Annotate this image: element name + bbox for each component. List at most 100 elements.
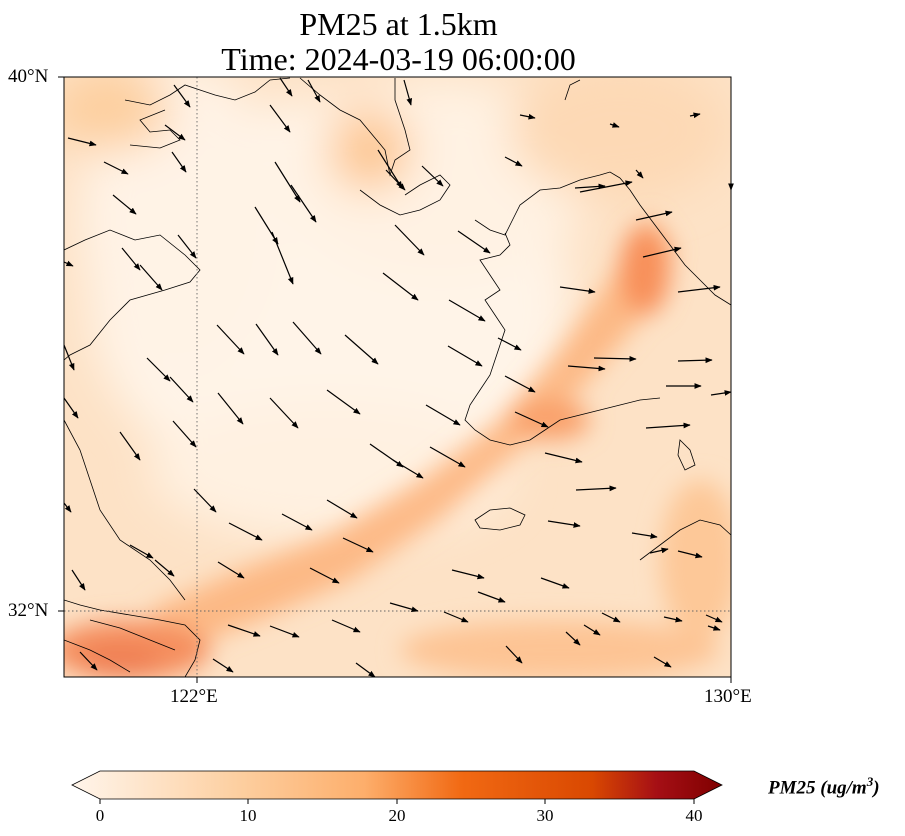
wind-arrow bbox=[653, 656, 672, 668]
axis-ticks bbox=[58, 76, 732, 683]
wind-arrow bbox=[326, 499, 358, 519]
wind-arrow bbox=[689, 112, 701, 119]
wind-arrow bbox=[193, 488, 217, 513]
wind-arrow bbox=[382, 272, 419, 301]
wind-arrow bbox=[707, 625, 721, 631]
wind-arrow bbox=[173, 84, 191, 108]
colorbar-label: PM25 (ug/m3) bbox=[768, 774, 880, 799]
wind-arrow bbox=[169, 376, 194, 403]
wind-arrow bbox=[447, 345, 483, 367]
wind-arrow bbox=[559, 286, 596, 294]
wind-arrow bbox=[677, 357, 713, 364]
wind-arrow bbox=[677, 284, 721, 293]
wind-arrow bbox=[269, 625, 300, 638]
wind-arrow bbox=[112, 194, 137, 215]
colorbar-tick-0: 0 bbox=[95, 806, 105, 825]
wind-arrow bbox=[269, 104, 291, 133]
wind-arrow bbox=[326, 389, 361, 415]
wind-arrow bbox=[477, 591, 506, 603]
wind-arrow bbox=[281, 513, 313, 531]
wind-arrow bbox=[172, 420, 197, 448]
wind-arrow bbox=[519, 113, 536, 120]
wind-arrow bbox=[177, 234, 197, 259]
wind-arrow bbox=[217, 392, 244, 425]
wind-arrow bbox=[164, 124, 186, 141]
wind-arrow bbox=[635, 169, 644, 179]
map-frame bbox=[63, 76, 732, 678]
wind-arrow bbox=[79, 651, 98, 671]
y-tick-label-40n: 40°N bbox=[8, 66, 49, 87]
wind-arrow bbox=[212, 658, 234, 673]
wind-arrow bbox=[457, 230, 491, 254]
wind-arrow bbox=[421, 165, 444, 187]
colorbar-tick-30: 30 bbox=[536, 806, 554, 825]
wind-arrow bbox=[63, 260, 74, 267]
colorbar-tick-20: 20 bbox=[388, 806, 406, 825]
wind-arrow bbox=[344, 334, 379, 365]
map-title-line-2: Time: 2024-03-19 06:00:00 bbox=[221, 41, 576, 77]
wind-arrow bbox=[635, 210, 673, 221]
wind-arrow bbox=[228, 522, 263, 541]
colorbar-tick-10: 10 bbox=[239, 806, 257, 825]
colorbar-label-sup: 3 bbox=[866, 774, 874, 789]
wind-arrow bbox=[255, 323, 279, 356]
wind-arrow bbox=[609, 122, 620, 128]
wind-arrow bbox=[544, 452, 583, 464]
wind-arrow bbox=[504, 375, 536, 393]
wind-arrow bbox=[497, 337, 522, 351]
wind-arrow bbox=[146, 357, 171, 382]
wind-arrow bbox=[355, 662, 376, 678]
wind-arrow bbox=[279, 77, 293, 97]
wind-arrow bbox=[139, 264, 163, 291]
wind-arrow bbox=[631, 532, 658, 539]
wind-arrow bbox=[269, 397, 299, 429]
wind-arrow bbox=[649, 547, 669, 554]
wind-arrow bbox=[290, 184, 317, 223]
wind-arrow bbox=[103, 161, 129, 175]
wind-arrow bbox=[540, 577, 570, 589]
coastlines bbox=[64, 77, 731, 677]
wind-arrow bbox=[171, 151, 187, 173]
wind-arrow bbox=[63, 397, 79, 419]
pm25-field bbox=[64, 77, 731, 677]
colorbar-label-end: ) bbox=[873, 777, 880, 799]
x-tick-label-122e: 122°E bbox=[170, 686, 218, 707]
wind-vectors bbox=[63, 77, 734, 678]
wind-arrow bbox=[71, 569, 86, 591]
wind-arrow bbox=[394, 224, 425, 256]
wind-arrow bbox=[443, 611, 469, 623]
wind-arrow bbox=[129, 544, 154, 559]
wind-arrow bbox=[67, 137, 97, 147]
wind-arrow bbox=[403, 79, 413, 106]
wind-arrow bbox=[119, 431, 141, 461]
wind-arrow bbox=[216, 324, 245, 355]
wind-arrow bbox=[705, 614, 723, 623]
wind-arrow bbox=[575, 485, 617, 492]
wind-arrow bbox=[217, 561, 245, 579]
gridlines bbox=[64, 77, 731, 677]
wind-arrow bbox=[505, 645, 523, 664]
colorbar-tick-40: 40 bbox=[685, 806, 703, 825]
wind-arrow bbox=[565, 631, 581, 646]
wind-arrow bbox=[425, 404, 461, 426]
wind-arrow bbox=[429, 446, 466, 468]
wind-arrow bbox=[579, 180, 633, 193]
wind-arrow bbox=[385, 169, 406, 191]
wind-arrow bbox=[663, 616, 683, 623]
colorbar-label-main: PM25 (ug/m bbox=[768, 777, 867, 799]
wind-arrow bbox=[63, 344, 75, 371]
wind-arrow bbox=[547, 520, 581, 528]
wind-arrow bbox=[309, 567, 340, 584]
wind-arrow bbox=[448, 299, 486, 322]
wind-arrow bbox=[377, 149, 403, 189]
wind-arrow bbox=[274, 161, 301, 203]
wind-arrow bbox=[392, 459, 424, 479]
wind-arrow bbox=[583, 624, 601, 636]
wind-arrow bbox=[154, 559, 175, 577]
wind-arrow bbox=[514, 411, 549, 428]
wind-arrow bbox=[307, 79, 321, 103]
wind-arrow bbox=[574, 183, 606, 190]
wind-arrow bbox=[63, 502, 72, 513]
